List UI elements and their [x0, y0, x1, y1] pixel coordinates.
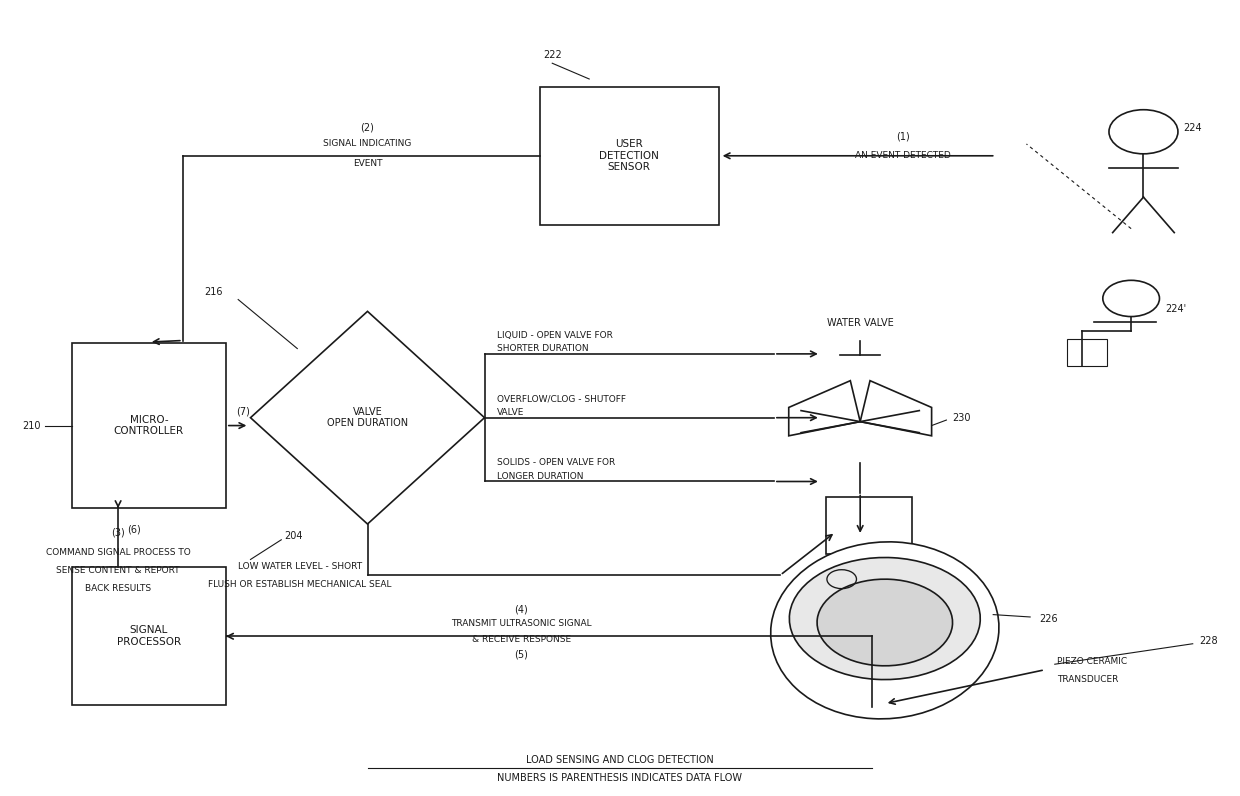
Text: FLUSH OR ESTABLISH MECHANICAL SEAL: FLUSH OR ESTABLISH MECHANICAL SEAL [208, 580, 392, 589]
Text: AN EVENT DETECTED: AN EVENT DETECTED [856, 151, 951, 160]
Text: VALVE: VALVE [497, 408, 525, 417]
Text: 226: 226 [1039, 614, 1058, 623]
Text: BACK RESULTS: BACK RESULTS [86, 584, 151, 593]
Ellipse shape [790, 557, 981, 680]
Text: OVERFLOW/CLOG - SHUTOFF: OVERFLOW/CLOG - SHUTOFF [497, 395, 626, 404]
Text: TRANSDUCER: TRANSDUCER [1058, 675, 1118, 684]
FancyBboxPatch shape [539, 87, 718, 224]
Text: 228: 228 [1199, 635, 1218, 646]
Polygon shape [861, 380, 931, 435]
Text: & RECEIVE RESPONSE: & RECEIVE RESPONSE [472, 635, 572, 644]
Polygon shape [789, 380, 861, 435]
FancyBboxPatch shape [72, 343, 226, 509]
Text: (4): (4) [515, 604, 528, 615]
FancyBboxPatch shape [72, 568, 226, 705]
Text: LOW WATER LEVEL - SHORT: LOW WATER LEVEL - SHORT [238, 562, 362, 572]
Text: (7): (7) [236, 406, 249, 416]
Text: WATER VALVE: WATER VALVE [827, 318, 894, 328]
Text: (3): (3) [112, 528, 125, 538]
Ellipse shape [817, 579, 952, 665]
FancyBboxPatch shape [1068, 339, 1106, 366]
Text: NUMBERS IS PARENTHESIS INDICATES DATA FLOW: NUMBERS IS PARENTHESIS INDICATES DATA FL… [497, 773, 743, 782]
Text: SENSE CONTENT & REPORT: SENSE CONTENT & REPORT [56, 566, 180, 575]
Text: SOLIDS - OPEN VALVE FOR: SOLIDS - OPEN VALVE FOR [497, 458, 615, 467]
Text: SIGNAL
PROCESSOR: SIGNAL PROCESSOR [117, 626, 181, 647]
Text: LONGER DURATION: LONGER DURATION [497, 472, 583, 481]
Text: (1): (1) [897, 131, 910, 142]
Text: 204: 204 [284, 531, 303, 540]
Text: 216: 216 [205, 287, 223, 297]
Text: LOAD SENSING AND CLOG DETECTION: LOAD SENSING AND CLOG DETECTION [526, 755, 714, 765]
Text: MICRO-
CONTROLLER: MICRO- CONTROLLER [114, 415, 184, 436]
Text: SHORTER DURATION: SHORTER DURATION [497, 344, 589, 353]
Text: LIQUID - OPEN VALVE FOR: LIQUID - OPEN VALVE FOR [497, 330, 613, 340]
Text: PIEZO CERAMIC: PIEZO CERAMIC [1058, 657, 1127, 666]
Text: (2): (2) [361, 122, 374, 132]
Text: COMMAND SIGNAL PROCESS TO: COMMAND SIGNAL PROCESS TO [46, 548, 191, 556]
Text: TRANSMIT ULTRASONIC SIGNAL: TRANSMIT ULTRASONIC SIGNAL [451, 619, 591, 628]
Text: USER
DETECTION
SENSOR: USER DETECTION SENSOR [599, 139, 660, 173]
Text: (6): (6) [126, 525, 140, 535]
FancyBboxPatch shape [826, 498, 911, 554]
Text: 224: 224 [1183, 123, 1202, 133]
Polygon shape [250, 311, 485, 524]
Text: 222: 222 [543, 50, 562, 60]
Text: 210: 210 [22, 420, 41, 431]
Text: VALVE
OPEN DURATION: VALVE OPEN DURATION [327, 407, 408, 428]
Text: 224': 224' [1166, 304, 1187, 314]
Text: EVENT: EVENT [352, 158, 382, 168]
Text: (5): (5) [515, 650, 528, 660]
Ellipse shape [771, 542, 999, 719]
Text: SIGNAL INDICATING: SIGNAL INDICATING [324, 139, 412, 148]
Text: 230: 230 [952, 412, 971, 423]
